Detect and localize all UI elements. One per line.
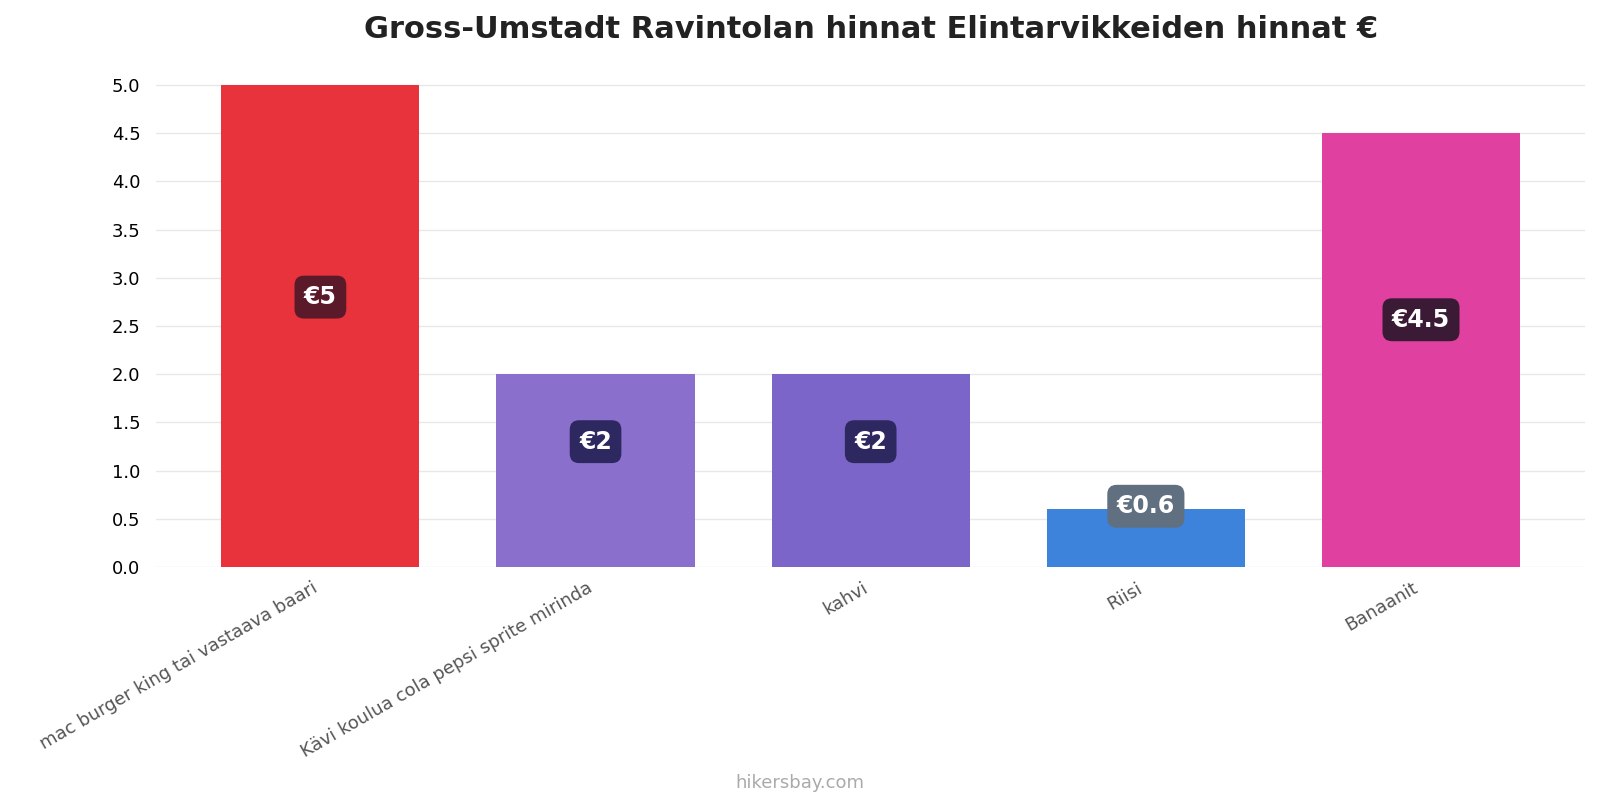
- Text: €4.5: €4.5: [1392, 308, 1450, 332]
- Bar: [771, 374, 970, 567]
- Text: €2: €2: [579, 430, 611, 454]
- Text: €0.6: €0.6: [1117, 494, 1174, 518]
- Bar: [1046, 509, 1245, 567]
- Text: hikersbay.com: hikersbay.com: [736, 774, 864, 792]
- Text: €2: €2: [854, 430, 886, 454]
- Text: €5: €5: [304, 285, 338, 309]
- Bar: [496, 374, 694, 567]
- Title: Gross-Umstadt Ravintolan hinnat Elintarvikkeiden hinnat €: Gross-Umstadt Ravintolan hinnat Elintarv…: [363, 15, 1378, 44]
- Bar: [221, 85, 419, 567]
- Bar: [1322, 134, 1520, 567]
